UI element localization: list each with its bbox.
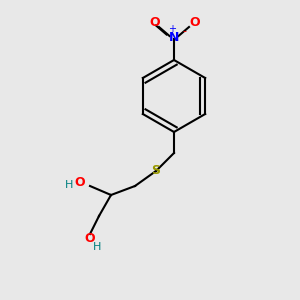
- Text: -: -: [182, 26, 187, 37]
- Text: S: S: [152, 164, 160, 178]
- Text: O: O: [74, 176, 85, 190]
- Text: O: O: [85, 232, 95, 245]
- Text: O: O: [190, 16, 200, 29]
- Text: H: H: [93, 242, 102, 253]
- Text: H: H: [65, 179, 73, 190]
- Text: N: N: [169, 31, 179, 44]
- Text: +: +: [169, 23, 176, 34]
- Text: O: O: [149, 16, 160, 29]
